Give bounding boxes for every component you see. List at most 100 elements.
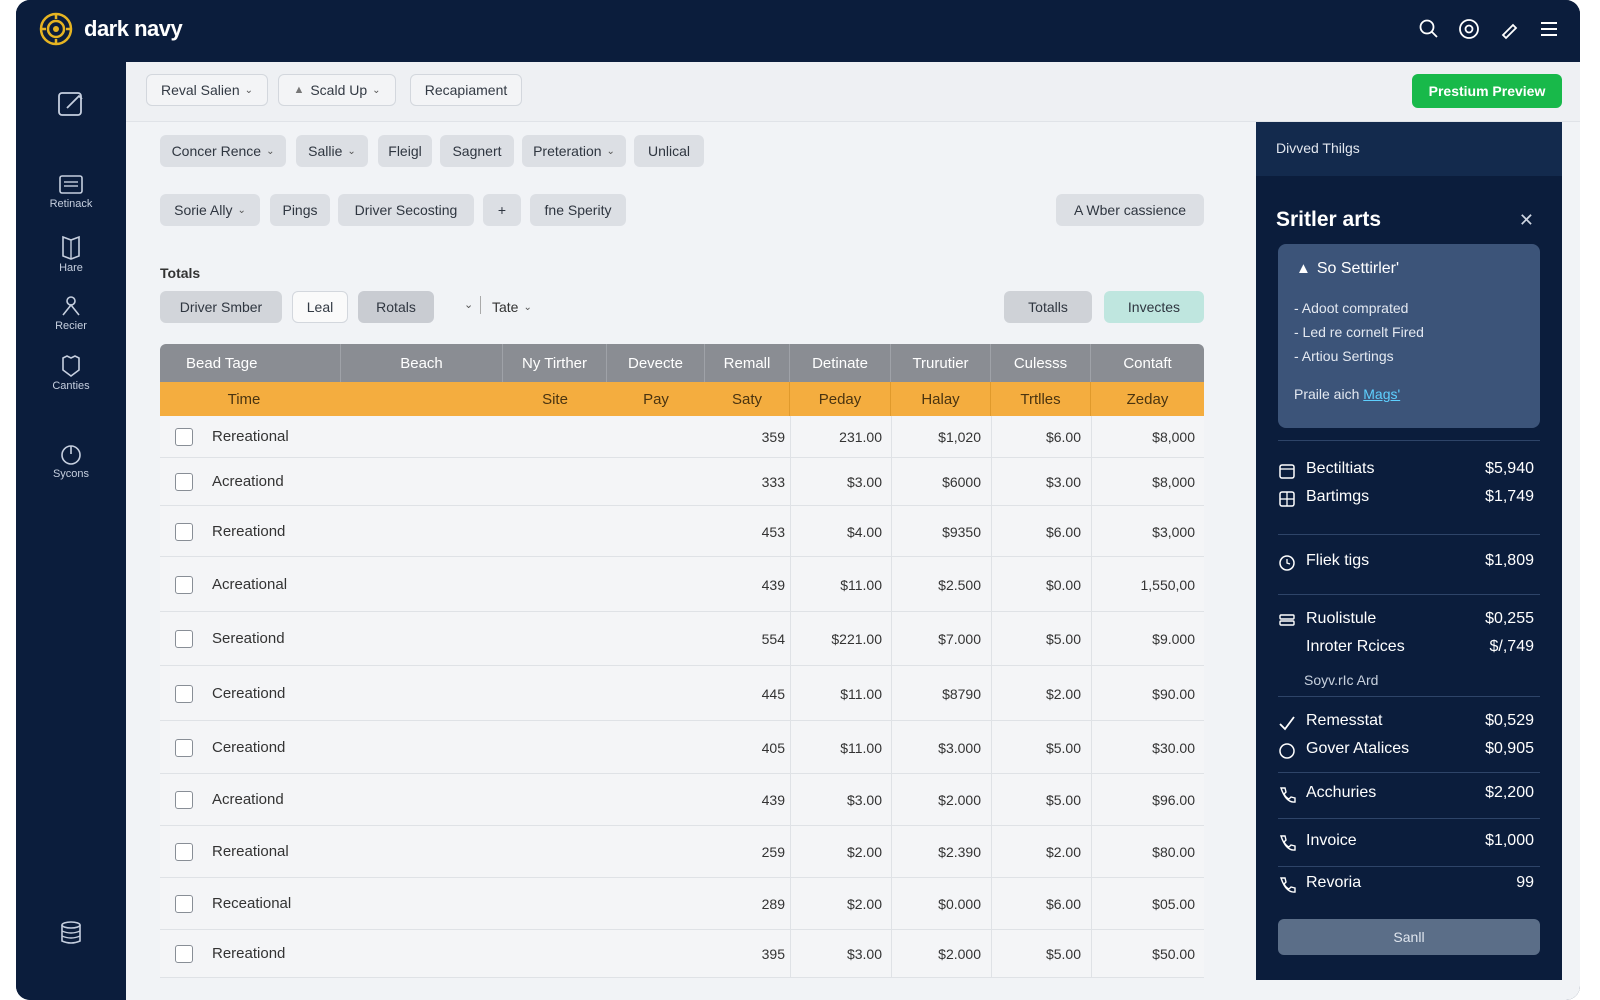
alert-title: ▲ So Settirler' (1296, 260, 1400, 277)
filter-concer-rence[interactable]: Concer Rence ⌄ (160, 135, 286, 167)
sidebar-bottom-item[interactable] (16, 920, 126, 948)
edit-icon (58, 92, 83, 116)
reval-salien-dropdown[interactable]: Reval Salien ⌄ (146, 74, 268, 106)
tate-dropdown[interactable]: Tate ⌄ (492, 299, 532, 315)
table-row[interactable]: Cereationd 405 $11.00 $3.000 $5.00 $30.00 (160, 721, 1204, 774)
panel-item[interactable]: Bartimgs $1,749 (1278, 486, 1540, 512)
app-window: dark navy Retinack Hare (16, 0, 1580, 1000)
sidebar-item-retinack[interactable]: Retinack (16, 174, 126, 210)
search-icon[interactable] (1418, 18, 1440, 40)
panel-item[interactable]: Fliek tigs $1,809 (1278, 550, 1540, 576)
chevron-down-icon[interactable]: ⌄ (464, 299, 474, 311)
panel-item[interactable]: Inroter Rcices $/,749 (1306, 638, 1534, 655)
col-header[interactable]: Trurutier (891, 344, 991, 382)
menu-icon[interactable] (1538, 18, 1560, 40)
pen-icon[interactable] (1498, 18, 1520, 40)
book-icon (62, 235, 80, 260)
layers-icon (1279, 614, 1295, 626)
row-checkbox[interactable] (175, 945, 193, 963)
filter-sorie-ally[interactable]: Sorie Ally ⌄ (160, 194, 260, 226)
table-row[interactable]: Acreationd 333 $3.00 $6000 $3.00 $8,000 (160, 458, 1204, 506)
tab-rotals[interactable]: Rotals (358, 291, 434, 323)
filter-fleigl[interactable]: Fleigl (378, 135, 432, 167)
chevron-down-icon: ⌄ (237, 204, 246, 216)
row-checkbox[interactable] (175, 630, 193, 648)
tab-leal[interactable]: Leal (292, 291, 348, 323)
row-checkbox[interactable] (175, 523, 193, 541)
scald-up-dropdown[interactable]: ▲ Scald Up ⌄ (278, 74, 396, 106)
row-value: $2.00 (1045, 686, 1081, 702)
col-header[interactable]: Devecte (607, 344, 705, 382)
filter-unlical[interactable]: Unlical (634, 135, 704, 167)
filter-sagnert[interactable]: Sagnert (440, 135, 514, 167)
filter-sallie[interactable]: Sallie ⌄ (296, 135, 368, 167)
row-value: $6.00 (1045, 524, 1081, 540)
sidebar-item-edit[interactable] (16, 86, 126, 120)
totalls-button[interactable]: Totalls (1004, 291, 1092, 323)
filter-pings[interactable]: Pings (270, 194, 330, 226)
invectes-button[interactable]: Invectes (1104, 291, 1204, 323)
sidebar-item-canties[interactable]: Canties (16, 354, 126, 392)
premium-preview-button[interactable]: Prestium Preview (1412, 74, 1562, 108)
row-value: 1,550,00 (1140, 577, 1196, 593)
sidebar-item-recier[interactable]: Recier (16, 294, 126, 332)
row-checkbox[interactable] (175, 428, 193, 446)
row-value: $9350 (942, 524, 981, 540)
table-row[interactable]: Rereational 359 231.00 $1,020 $6.00 $8,000 (160, 416, 1204, 458)
panel-item[interactable]: Remesstat $0,529 (1278, 710, 1540, 736)
alert-link[interactable]: Mags' (1363, 386, 1401, 402)
table-row[interactable]: Cereationd 445 $11.00 $8790 $2.00 $90.00 (160, 666, 1204, 721)
panel-item[interactable]: Gover Atalices $0,905 (1278, 738, 1540, 764)
table-row[interactable]: Sereationd 554 $221.00 $7.000 $5.00 $9.000 (160, 612, 1204, 666)
panel-item[interactable]: Invoice $1,000 (1278, 830, 1540, 856)
row-checkbox[interactable] (175, 895, 193, 913)
col-header[interactable]: Bead Tage (160, 344, 341, 382)
table-row[interactable]: Rereational 259 $2.00 $2.390 $2.00 $80.00 (160, 826, 1204, 878)
row-checkbox[interactable] (175, 576, 193, 594)
right-panel: Divved Thilgs Sritler arts ✕ ▲ So Settirl… (1256, 122, 1562, 980)
col-header[interactable]: Remall (705, 344, 790, 382)
table-row[interactable]: Acreationd 439 $3.00 $2.000 $5.00 $96.00 (160, 774, 1204, 826)
table-row[interactable]: Rereationd 453 $4.00 $9350 $6.00 $3,000 (160, 506, 1204, 557)
row-value: $11.00 (840, 577, 882, 593)
row-checkbox[interactable] (175, 843, 193, 861)
panel-item[interactable]: Ruolistule $0,255 (1278, 608, 1540, 634)
col-header[interactable]: Culesss (991, 344, 1091, 382)
tab-driver-smber[interactable]: Driver Smber (160, 291, 282, 323)
panel-item[interactable]: Bectiltiats $5,940 (1278, 458, 1540, 484)
filter-driver-secosting[interactable]: Driver Secosting (338, 194, 474, 226)
sidebar-item-hare[interactable]: Hare (16, 234, 126, 274)
col-header[interactable]: Contaft (1123, 354, 1172, 372)
alert-line: - Artiou Sertings (1294, 348, 1394, 364)
panel-header: Divved Thilgs (1256, 122, 1562, 176)
row-checkbox[interactable] (175, 739, 193, 757)
subheader-cell: Pay (643, 390, 669, 408)
table-row[interactable]: Receational 289 $2.00 $0.000 $6.00 $05.00 (160, 878, 1204, 930)
sidebar-item-sycons[interactable]: Sycons (16, 442, 126, 480)
filter-preteration[interactable]: Preteration ⌄ (522, 135, 626, 167)
row-checkbox[interactable] (175, 685, 193, 703)
send-button[interactable]: Sanll (1278, 919, 1540, 955)
table-row[interactable]: Acreational 439 $11.00 $2.500 $0.00 1,550,00 (160, 557, 1204, 612)
row-value: $1,020 (938, 429, 981, 445)
close-icon[interactable]: ✕ (1518, 210, 1534, 230)
grid-icon (1279, 491, 1295, 507)
sidebar: Retinack Hare Recier Canties Sycons (16, 62, 126, 1000)
filter-fne-sperity[interactable]: fne Sperity (530, 194, 626, 226)
at-icon[interactable] (1458, 18, 1480, 40)
brand-logo-icon (39, 12, 73, 46)
col-header[interactable]: Beach (341, 344, 503, 382)
column-divider (991, 416, 992, 978)
col-header[interactable]: Detinate (790, 344, 891, 382)
table-row[interactable]: Rereationd 395 $3.00 $2.000 $5.00 $50.00 (160, 930, 1204, 978)
panel-sub-label: Soyv.rIc Ard (1304, 672, 1379, 688)
row-checkbox[interactable] (175, 473, 193, 491)
panel-item[interactable]: Revoria 99 (1278, 872, 1540, 898)
row-checkbox[interactable] (175, 791, 193, 809)
panel-item[interactable]: Acchuries $2,200 (1278, 782, 1540, 808)
chevron-down-icon: ⌄ (372, 84, 381, 96)
col-header[interactable]: Ny Tirther (503, 344, 607, 382)
wber-cassience-button[interactable]: A Wber cassience (1056, 194, 1204, 226)
recapiament-button[interactable]: Recapiament (410, 74, 522, 106)
add-filter-button[interactable]: + (483, 194, 521, 226)
